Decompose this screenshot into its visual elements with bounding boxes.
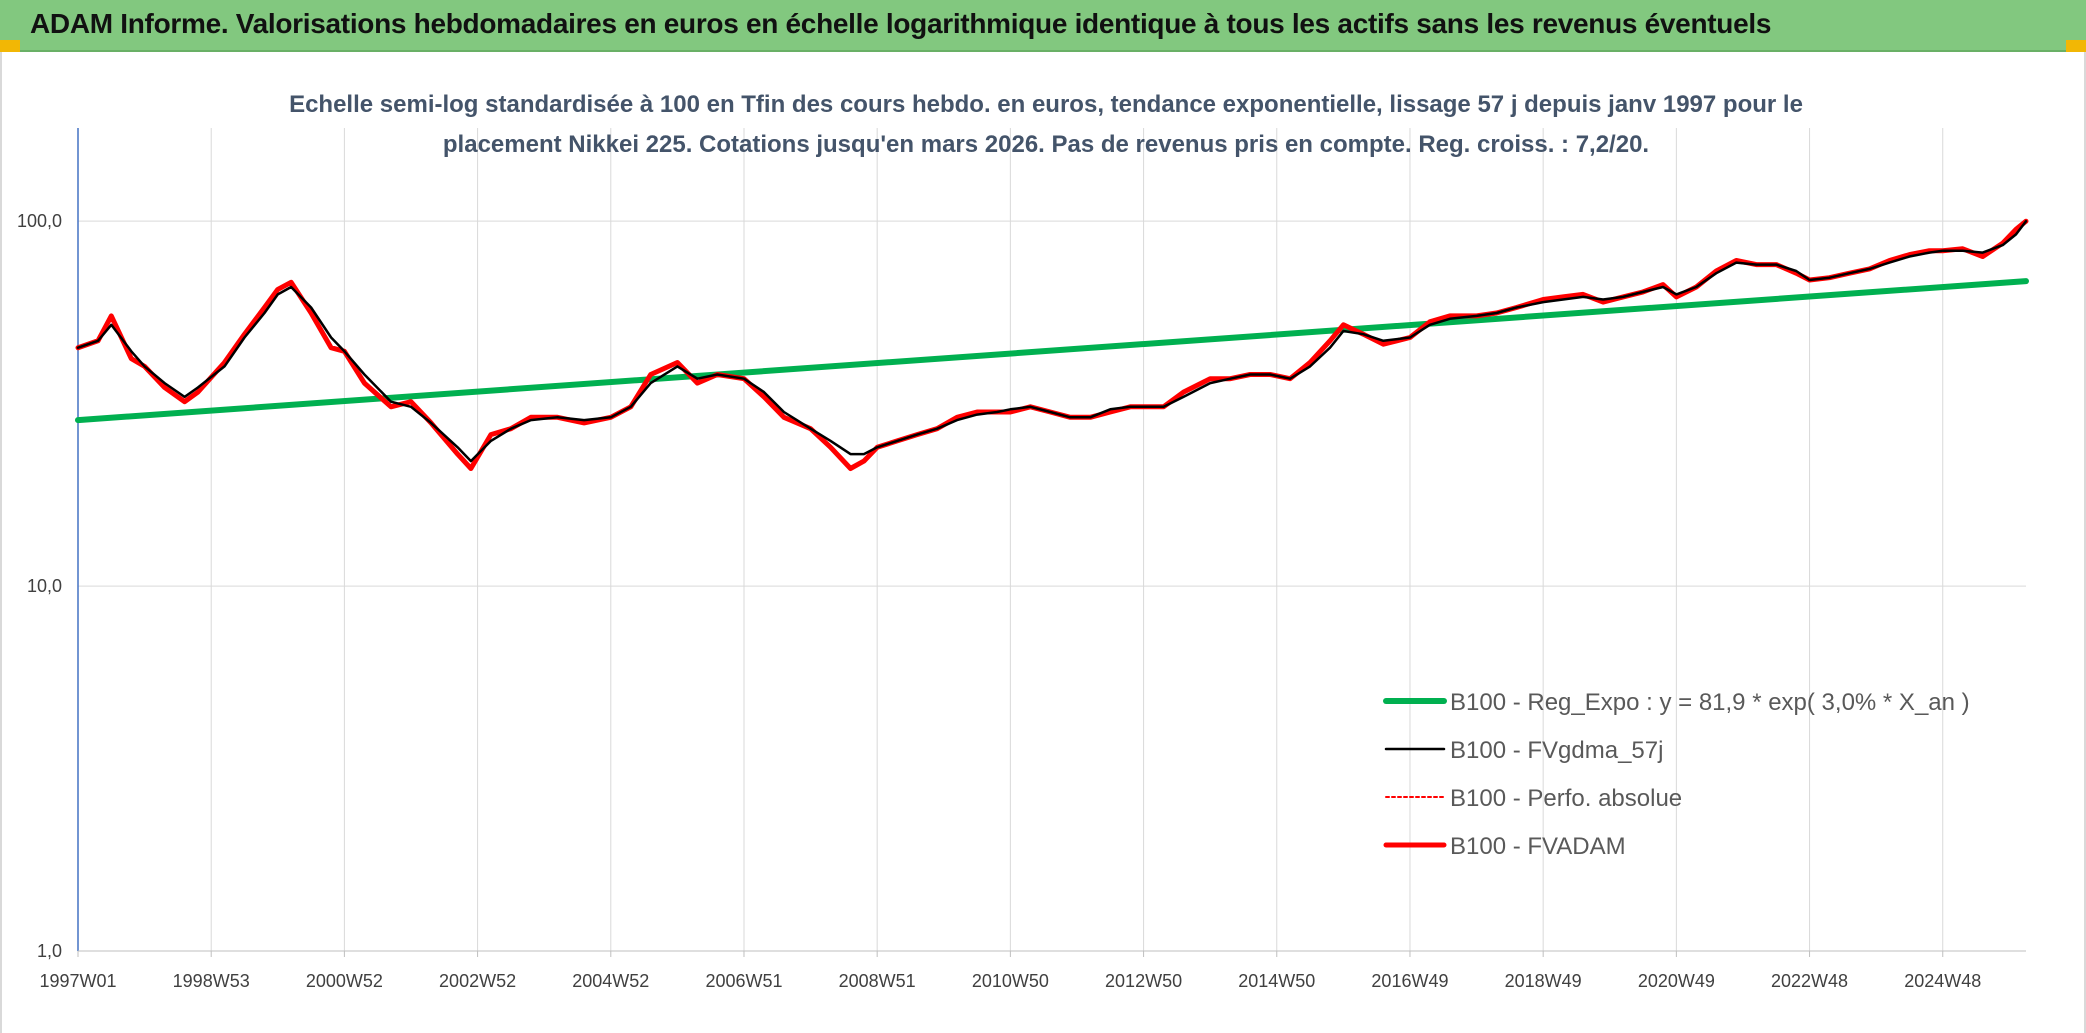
series-line-1 — [76, 219, 2028, 463]
y-tick-label: 10,0 — [27, 576, 62, 596]
chart-title-line-2: placement Nikkei 225. Cotations jusqu'en… — [443, 131, 1649, 158]
x-tick-label: 2008W51 — [839, 971, 916, 991]
x-tick-label: 2016W49 — [1371, 971, 1448, 991]
x-tick-label: 2020W49 — [1638, 971, 1715, 991]
x-tick-label: 2012W50 — [1105, 971, 1182, 991]
legend-label-3: B100 - FVADAM — [1450, 833, 1626, 860]
legend-label-2: B100 - Perfo. absolue — [1450, 785, 1682, 812]
x-tick-label: 2014W50 — [1238, 971, 1315, 991]
y-tick-label: 100,0 — [17, 211, 62, 231]
x-tick-label: 1998W53 — [173, 971, 250, 991]
x-tick-label: 2024W48 — [1904, 971, 1981, 991]
x-tick-label: 2004W52 — [572, 971, 649, 991]
x-tick-label: 2006W51 — [705, 971, 782, 991]
legend-label-0: B100 - Reg_Expo : y = 81,9 * exp( 3,0% *… — [1450, 689, 1970, 716]
chart-title: Echelle semi-log standardisée à 100 en T… — [289, 91, 1803, 158]
x-tick-label: 2018W49 — [1505, 971, 1582, 991]
y-tick-label: 1,0 — [37, 941, 62, 961]
series — [75, 218, 2029, 471]
chart: 1997W01 1998W53 2000W52 2002W52 2004W52 2006W… — [17, 91, 2029, 991]
x-tick-label: 2000W52 — [306, 971, 383, 991]
x-tick-label: 2010W50 — [972, 971, 1049, 991]
chart-frame — [0, 52, 2086, 1033]
legend-label-1: B100 - FVgdma_57j — [1450, 737, 1663, 764]
grid — [78, 128, 2026, 951]
series-line-3 — [75, 218, 2029, 471]
chart-title-line-1: Echelle semi-log standardisée à 100 en T… — [289, 91, 1803, 118]
corner-marker-top-left — [0, 40, 20, 52]
legend: B100 - Reg_Expo : y = 81,9 * exp( 3,0% *… — [1383, 689, 1970, 860]
banner: ADAM Informe. Valorisations hebdomadaire… — [0, 0, 2086, 52]
x-tick-label: 2002W52 — [439, 971, 516, 991]
axes: 1997W01 1998W53 2000W52 2002W52 2004W52 2006W… — [17, 128, 2026, 991]
banner-title: ADAM Informe. Valorisations hebdomadaire… — [30, 8, 1772, 39]
x-tick-label: 1997W01 — [39, 971, 116, 991]
x-tick-label: 2022W48 — [1771, 971, 1848, 991]
series-line-2 — [77, 220, 2027, 470]
series-line-0 — [75, 278, 2029, 424]
corner-marker-top-right — [2066, 40, 2086, 52]
